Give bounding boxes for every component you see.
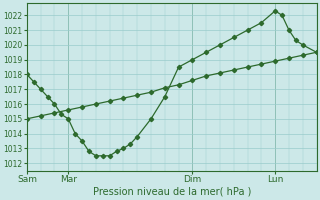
X-axis label: Pression niveau de la mer( hPa ): Pression niveau de la mer( hPa ) — [92, 187, 251, 197]
